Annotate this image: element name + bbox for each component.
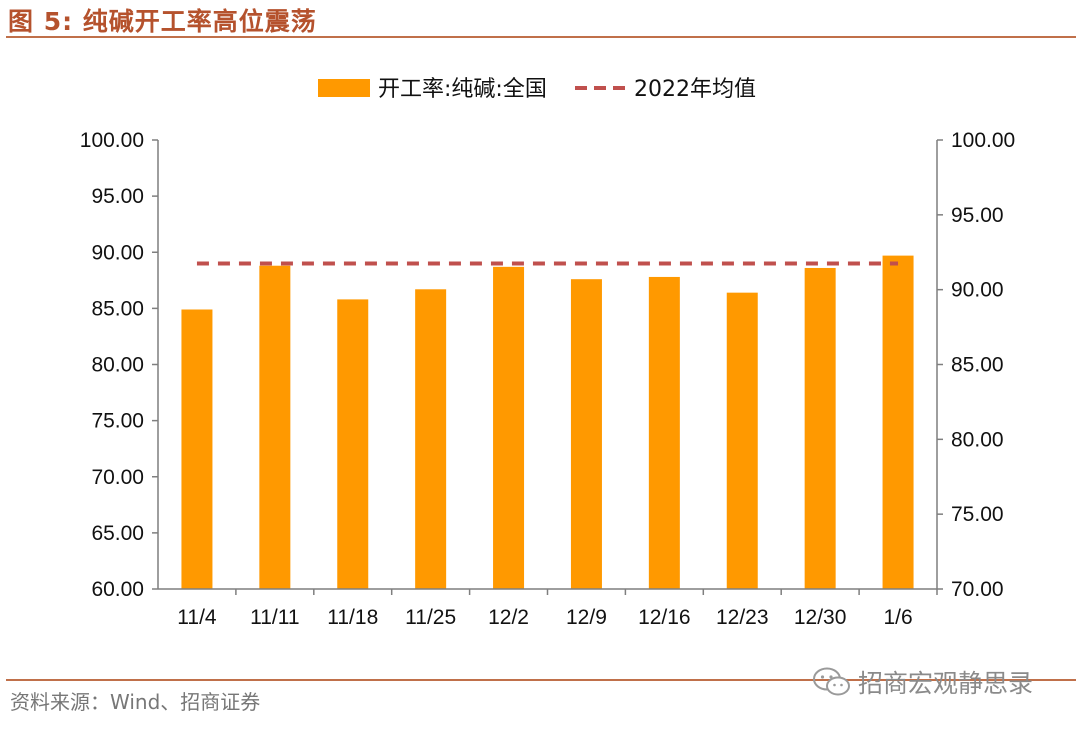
watermark-text: 招商宏观静思录 (858, 669, 1034, 698)
left-tick-label: 80.00 (91, 354, 144, 377)
left-y-axis: 60.00 65.00 70.00 75.00 80.00 85.00 90.00 95.00… (80, 129, 159, 601)
right-tick-label: 100.00 (951, 129, 1015, 152)
x-tick-label: 12/9 (566, 606, 607, 629)
bar-12-9 (570, 279, 602, 589)
legend-avg-label: 2022年均值 (634, 77, 756, 102)
x-tick-label: 12/2 (488, 606, 529, 629)
watermark: 招商宏观静思录 (812, 664, 1033, 700)
bar-11-25 (415, 289, 447, 589)
right-tick-label: 75.00 (951, 503, 1004, 526)
left-tick-label: 85.00 (91, 297, 144, 320)
bar-12-30 (804, 267, 836, 589)
bar-series (181, 255, 914, 589)
left-tick-label: 70.00 (91, 466, 144, 489)
footer-divider (6, 679, 1076, 681)
left-tick-label: 75.00 (91, 410, 144, 433)
bar-12-23 (726, 292, 758, 589)
x-tick-label: 12/16 (638, 606, 691, 629)
legend-bar-label: 开工率:纯碱:全国 (378, 77, 547, 102)
right-tick-label: 70.00 (951, 578, 1004, 601)
bar-11-18 (337, 299, 369, 589)
left-tick-label: 60.00 (91, 578, 144, 601)
left-tick-label: 65.00 (91, 522, 144, 545)
x-tick-label: 12/30 (794, 606, 847, 629)
x-tick-label: 11/4 (177, 606, 217, 629)
x-tick-label: 1/6 (883, 606, 912, 629)
right-tick-label: 85.00 (951, 354, 1004, 377)
bar-12-2 (493, 266, 525, 589)
right-tick-label: 80.00 (951, 428, 1004, 451)
right-tick-label: 90.00 (951, 279, 1004, 302)
bar-12-16 (648, 276, 680, 589)
right-y-axis: 70.00 75.00 80.00 85.00 90.00 95.00 100.00 (936, 129, 1015, 601)
left-tick-label: 100.00 (80, 129, 144, 152)
legend-bar-swatch (318, 79, 370, 97)
left-tick-label: 90.00 (91, 241, 144, 264)
bar-1-6 (882, 255, 914, 589)
figure-title: 图 5: 纯碱开工率高位震荡 (8, 7, 317, 36)
x-axis: 11/4 11/11 11/18 11/25 12/2 12/9 12/16 12/23 12/… (158, 588, 938, 629)
title-divider (6, 36, 1076, 38)
left-tick-label: 95.00 (91, 185, 144, 208)
bar-11-11 (259, 265, 291, 589)
x-tick-label: 12/23 (716, 606, 769, 629)
x-tick-label: 11/11 (250, 606, 299, 629)
right-tick-label: 95.00 (951, 204, 1004, 227)
bar-chart: 开工率:纯碱:全国 2022年均值 60.00 65.00 70.00 75.00 80… (80, 77, 1015, 629)
x-tick-label: 11/18 (327, 606, 378, 629)
wechat-icon (813, 667, 850, 696)
bar-11-4 (181, 309, 213, 589)
legend: 开工率:纯碱:全国 2022年均值 (318, 77, 756, 102)
source-note: 资料来源：Wind、招商证券 (10, 690, 261, 714)
x-tick-label: 11/25 (405, 606, 456, 629)
